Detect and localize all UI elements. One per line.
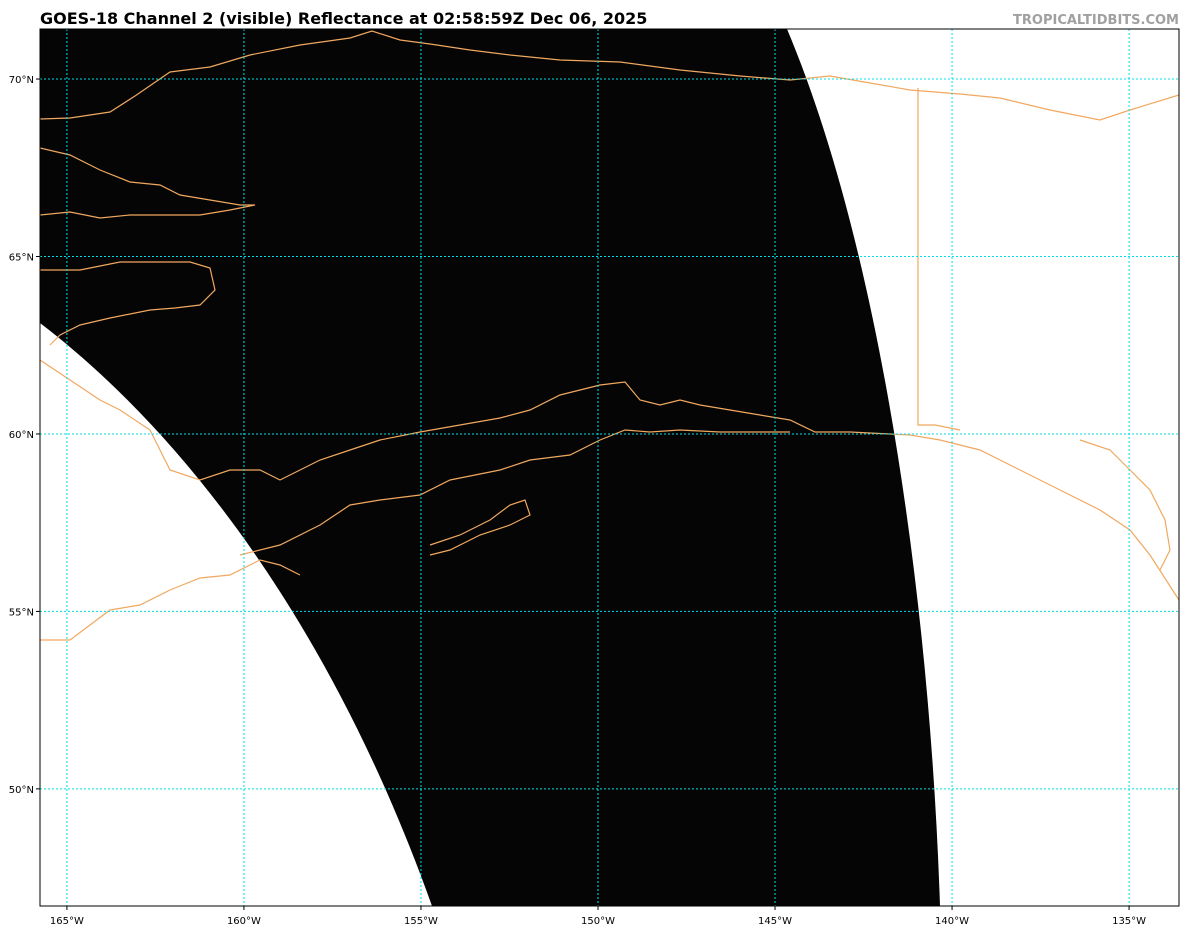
title: GOES-18 Channel 2 (visible) Reflectance … (40, 9, 647, 28)
x-tick-label: 135°W (1112, 916, 1146, 927)
x-tick-label: 160°W (227, 916, 261, 927)
y-tick-label: 55°N (9, 607, 34, 618)
y-tick-label: 50°N (9, 785, 34, 796)
x-tick-label: 155°W (404, 916, 438, 927)
satellite-swath (40, 29, 940, 906)
x-tick-label: 165°W (50, 916, 84, 927)
y-tick-label: 60°N (9, 430, 34, 441)
x-tick-label: 150°W (581, 916, 615, 927)
map-area (40, 29, 1179, 906)
graticule (40, 29, 1179, 906)
x-tick-label: 145°W (758, 916, 792, 927)
credit: TROPICALTIDBITS.COM (1013, 13, 1179, 28)
y-tick-label: 70°N (9, 75, 34, 86)
y-tick-label: 65°N (9, 253, 34, 264)
map-frame (39, 28, 1180, 907)
x-tick-label: 140°W (935, 916, 969, 927)
